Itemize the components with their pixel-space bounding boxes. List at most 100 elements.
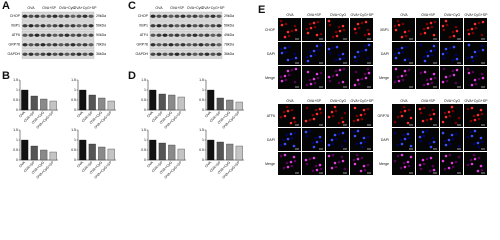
blot-band — [192, 43, 198, 47]
protein-label: XBP1 — [139, 23, 148, 27]
cell — [360, 145, 364, 149]
cell — [284, 78, 288, 82]
blot-band — [28, 24, 34, 28]
cell — [337, 132, 341, 136]
y-tick-label: 1.5 — [199, 128, 204, 132]
cell — [331, 142, 335, 146]
blot-band — [34, 24, 40, 28]
cell — [337, 53, 341, 57]
blot-band — [198, 52, 204, 56]
x-tick-label: OVA — [204, 160, 212, 168]
cell — [354, 70, 358, 74]
cell — [429, 117, 433, 121]
micrograph — [350, 128, 373, 151]
blot-band — [34, 14, 40, 18]
cell — [403, 30, 407, 34]
cell — [353, 162, 357, 166]
cell — [401, 22, 405, 26]
cell — [400, 153, 404, 157]
bar — [158, 93, 166, 111]
column-label: OVA+CyG — [444, 99, 460, 103]
size-label: 36kDa — [224, 52, 234, 56]
cell — [312, 21, 316, 25]
cell — [304, 119, 308, 123]
cell — [455, 29, 459, 33]
cell — [354, 31, 358, 35]
cell — [403, 109, 407, 113]
blot-band — [210, 43, 216, 47]
cell — [283, 114, 287, 118]
cell — [318, 163, 322, 167]
cell — [284, 50, 288, 54]
blot-band — [88, 14, 94, 18]
cell — [294, 56, 298, 60]
cell — [315, 112, 319, 116]
cell — [432, 33, 436, 37]
blot-band — [216, 24, 222, 28]
row-label: DAPI — [267, 52, 275, 56]
blot-band — [150, 14, 156, 18]
cell — [293, 120, 297, 124]
cell — [394, 56, 398, 60]
protein-label: GAPDH — [136, 52, 149, 56]
blot-band — [28, 33, 34, 37]
blot-strip — [149, 30, 223, 40]
y-tick-label: 0.5 — [199, 98, 204, 102]
cell — [428, 141, 432, 145]
cell — [308, 50, 312, 54]
cell — [367, 71, 371, 75]
cell — [466, 67, 470, 71]
cell — [399, 110, 403, 114]
bar — [235, 145, 243, 161]
cell — [314, 108, 318, 112]
cell — [359, 113, 363, 117]
cell — [356, 118, 360, 122]
micrograph — [464, 128, 487, 151]
cell — [393, 120, 397, 124]
cell — [471, 59, 475, 63]
cell — [443, 167, 447, 171]
cell — [447, 138, 451, 142]
cell — [334, 30, 338, 34]
y-tick-label: 1.5 — [141, 128, 146, 132]
micrograph — [278, 18, 301, 41]
blot-strip — [21, 21, 95, 31]
cell — [340, 116, 344, 120]
cell — [443, 111, 447, 115]
cell — [406, 132, 410, 136]
cell — [305, 106, 309, 110]
column-label: OVA — [400, 99, 408, 103]
cell — [360, 77, 364, 81]
y-tick-label: 0 — [16, 158, 18, 162]
blot-band — [198, 43, 204, 47]
protein-label: ATF6 — [12, 33, 20, 37]
cell — [314, 164, 318, 168]
bar — [107, 148, 115, 161]
row-label: DAPI — [381, 138, 389, 142]
bar — [149, 89, 157, 111]
blot-band — [180, 24, 186, 28]
protein-label: GRP78 — [9, 42, 21, 46]
micrograph — [440, 104, 463, 127]
blot-band — [162, 24, 168, 28]
cell — [319, 32, 323, 36]
cell — [280, 23, 284, 27]
column-label: OVA+CyG+SP — [351, 13, 375, 17]
cell — [331, 153, 335, 157]
y-tick-label: 0 — [74, 108, 76, 112]
cell — [309, 26, 313, 30]
micrograph — [416, 104, 439, 127]
cell — [290, 164, 294, 168]
micrograph — [416, 42, 439, 65]
cell — [474, 82, 478, 86]
cell — [422, 106, 426, 110]
cell — [451, 58, 455, 62]
blot-band — [186, 52, 192, 56]
cell — [480, 140, 484, 144]
blot-band — [34, 43, 40, 47]
cell — [428, 169, 432, 173]
bar — [30, 95, 38, 111]
cell — [337, 25, 341, 29]
column-label: OVA+SP — [421, 99, 436, 103]
size-label: 29kDa — [96, 14, 106, 18]
